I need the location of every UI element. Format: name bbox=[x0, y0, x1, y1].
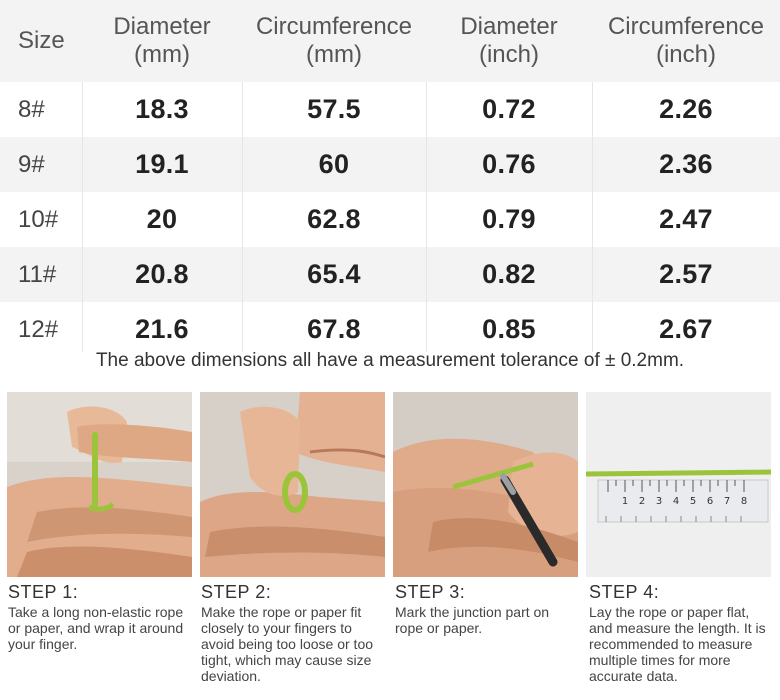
circumference-inch-cell: 2.47 bbox=[659, 204, 713, 234]
step-2-illustration bbox=[200, 392, 385, 577]
step-1-photo bbox=[7, 392, 192, 577]
column-divider bbox=[426, 82, 427, 352]
column-divider bbox=[242, 82, 243, 352]
column-divider bbox=[592, 82, 593, 352]
step-2-description: Make the rope or paper fit closely to yo… bbox=[201, 604, 374, 684]
diameter-inch-cell: 0.85 bbox=[482, 314, 536, 344]
step-2-photo bbox=[200, 392, 385, 577]
step-4-photo: 1 2 3 4 5 6 7 8 bbox=[586, 392, 771, 577]
step-4-title: STEP 4: bbox=[589, 582, 660, 602]
diameter-inch-cell: 0.79 bbox=[482, 204, 536, 234]
circumference-mm-cell: 57.5 bbox=[307, 94, 361, 124]
table-row: 8# 18.3 57.5 0.72 2.26 bbox=[0, 82, 780, 137]
circumference-mm-cell: 60 bbox=[318, 149, 350, 179]
table-row: 11# 20.8 65.4 0.82 2.57 bbox=[0, 247, 780, 302]
diameter-mm-cell: 21.6 bbox=[135, 314, 189, 344]
size-cell: 9# bbox=[18, 150, 45, 178]
ruler-tick-label: 8 bbox=[741, 496, 747, 507]
step-1-illustration bbox=[7, 392, 192, 577]
step-1-title: STEP 1: bbox=[8, 582, 79, 602]
header-circumference-inch: Circumference (inch) bbox=[607, 13, 765, 68]
size-cell: 12# bbox=[18, 315, 59, 343]
step-4-illustration: 1 2 3 4 5 6 7 8 bbox=[586, 392, 771, 577]
table-row: 12# 21.6 67.8 0.85 2.67 bbox=[0, 302, 780, 357]
diameter-mm-cell: 18.3 bbox=[135, 94, 189, 124]
step-3-photo bbox=[393, 392, 578, 577]
size-cell: 10# bbox=[18, 205, 59, 233]
ruler-tick-label: 1 bbox=[622, 496, 628, 507]
diameter-mm-cell: 20.8 bbox=[135, 259, 189, 289]
table-row: 9# 19.1 60 0.76 2.36 bbox=[0, 137, 780, 192]
table-row: 10# 20 62.8 0.79 2.47 bbox=[0, 192, 780, 247]
circumference-mm-cell: 65.4 bbox=[307, 259, 361, 289]
ruler-tick-label: 4 bbox=[673, 496, 679, 507]
column-divider bbox=[82, 82, 83, 352]
size-cell: 8# bbox=[18, 95, 45, 123]
circumference-inch-cell: 2.36 bbox=[659, 149, 713, 179]
step-2-title: STEP 2: bbox=[201, 582, 272, 602]
size-cell: 11# bbox=[18, 260, 57, 288]
circumference-inch-cell: 2.67 bbox=[659, 314, 713, 344]
diameter-inch-cell: 0.82 bbox=[482, 259, 536, 289]
step-4-description: Lay the rope or paper flat, and measure … bbox=[589, 604, 766, 684]
size-table: Size Diameter (mm) Circumference (mm) Diam… bbox=[0, 0, 780, 357]
ruler-tick-label: 6 bbox=[707, 496, 713, 507]
circumference-mm-cell: 67.8 bbox=[307, 314, 361, 344]
tolerance-note: The above dimensions all have a measurem… bbox=[95, 350, 685, 371]
ruler-tick-label: 3 bbox=[656, 496, 662, 507]
header-diameter-mm: Diameter (mm) bbox=[113, 13, 211, 68]
header-circumference-mm: Circumference (mm) bbox=[255, 13, 413, 68]
ruler-tick-label: 5 bbox=[690, 496, 696, 507]
diameter-mm-cell: 19.1 bbox=[135, 149, 189, 179]
table-header-row: Size Diameter (mm) Circumference (mm) Diam… bbox=[0, 0, 780, 82]
diameter-inch-cell: 0.72 bbox=[482, 94, 536, 124]
circumference-inch-cell: 2.26 bbox=[659, 94, 713, 124]
diameter-inch-cell: 0.76 bbox=[482, 149, 536, 179]
diameter-mm-cell: 20 bbox=[146, 204, 178, 234]
circumference-mm-cell: 62.8 bbox=[307, 204, 361, 234]
header-size: Size bbox=[18, 27, 65, 54]
header-diameter-inch: Diameter (inch) bbox=[460, 13, 558, 68]
step-3-description: Mark the junction part on rope or paper. bbox=[395, 604, 550, 636]
step-3-title: STEP 3: bbox=[395, 582, 466, 602]
ruler-tick-label: 2 bbox=[639, 496, 645, 507]
step-3-illustration bbox=[393, 392, 578, 577]
ruler-tick-label: 7 bbox=[724, 496, 730, 507]
step-1-description: Take a long non-elastic rope or paper, a… bbox=[8, 604, 184, 652]
circumference-inch-cell: 2.57 bbox=[659, 259, 713, 289]
